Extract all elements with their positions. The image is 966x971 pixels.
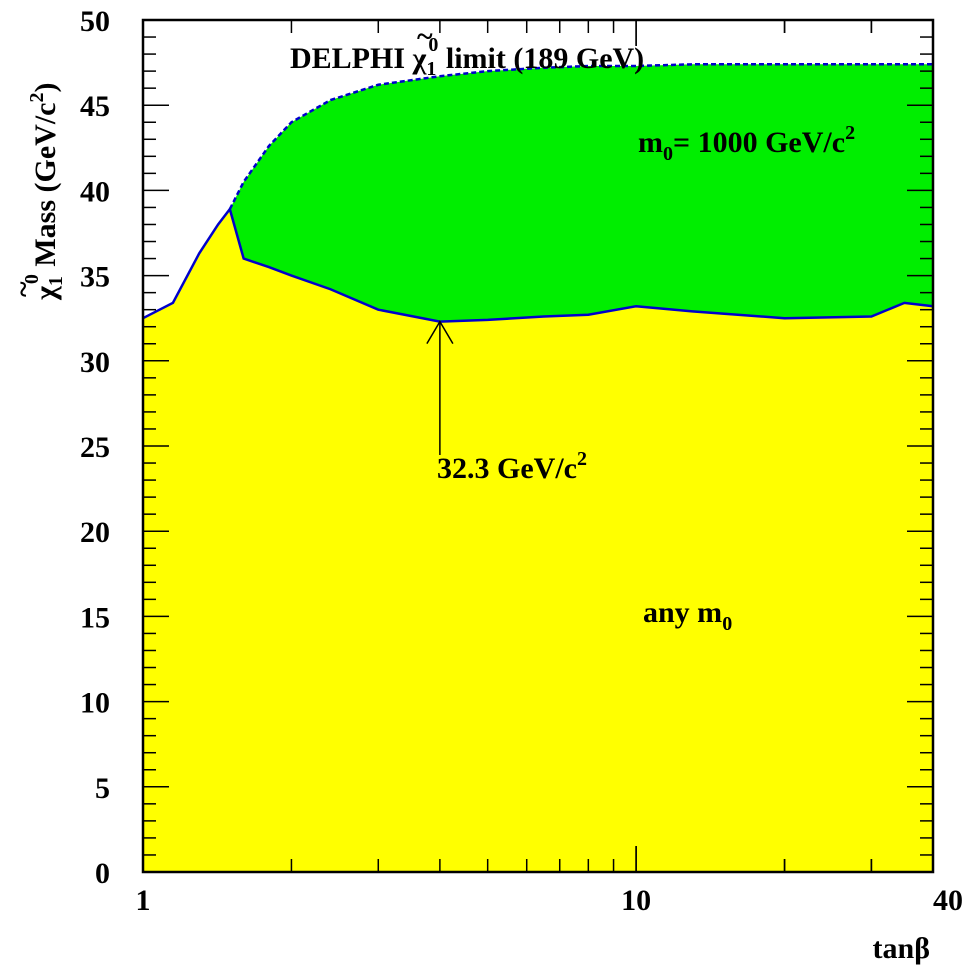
chart-title: DELPHI χ10 limit (189 GeV) <box>290 34 644 80</box>
title-suffix: limit (189 GeV) <box>438 42 644 75</box>
ylabel-tilde: ~ <box>7 281 40 297</box>
ylabel-main: Mass (GeV/c <box>29 103 62 275</box>
title-tilde: ~ <box>417 20 433 53</box>
y-tick-label: 30 <box>80 346 110 379</box>
x-axis-label: tanβ <box>873 932 930 965</box>
y-tick-label: 35 <box>80 261 110 294</box>
y-tick-label: 40 <box>80 175 110 208</box>
y-tick-label: 20 <box>80 516 110 549</box>
label-m0-sub: 0 <box>663 143 673 165</box>
label-any-sub: 0 <box>722 613 732 635</box>
annotation-label: 32.3 GeV/c2 <box>437 448 587 485</box>
title-sub: 1 <box>426 58 436 80</box>
label-m0-main: m <box>638 126 663 159</box>
annotation-main: 32.3 GeV/c <box>437 452 577 485</box>
y-axis-label: χ10 Mass (GeV/c2)~ <box>7 83 67 301</box>
label-m0-pow: 2 <box>845 122 855 144</box>
area-m0-1000 <box>230 64 933 321</box>
y-tick-label: 25 <box>80 431 110 464</box>
ylabel-sub: 1 <box>45 276 67 286</box>
y-tick-label: 50 <box>80 5 110 38</box>
ylabel-close: ) <box>29 83 62 93</box>
y-tick-label: 15 <box>80 601 110 634</box>
y-tick-label: 45 <box>80 90 110 123</box>
y-tick-label: 10 <box>80 687 110 720</box>
y-axis-label-text: χ10 Mass (GeV/c2) <box>21 83 67 301</box>
label-any-main: any m <box>643 596 722 629</box>
annotation-pow: 2 <box>577 448 587 470</box>
x-tick-label: 1 <box>136 884 151 917</box>
label-m0-rest: = 1000 GeV/c <box>673 126 845 159</box>
x-tick-label: 10 <box>621 884 651 917</box>
title-prefix: DELPHI <box>290 42 413 75</box>
ylabel-pow: 2 <box>26 93 48 103</box>
y-tick-label: 0 <box>95 857 110 890</box>
y-tick-label: 5 <box>95 772 110 805</box>
x-tick-label: 40 <box>933 884 963 917</box>
